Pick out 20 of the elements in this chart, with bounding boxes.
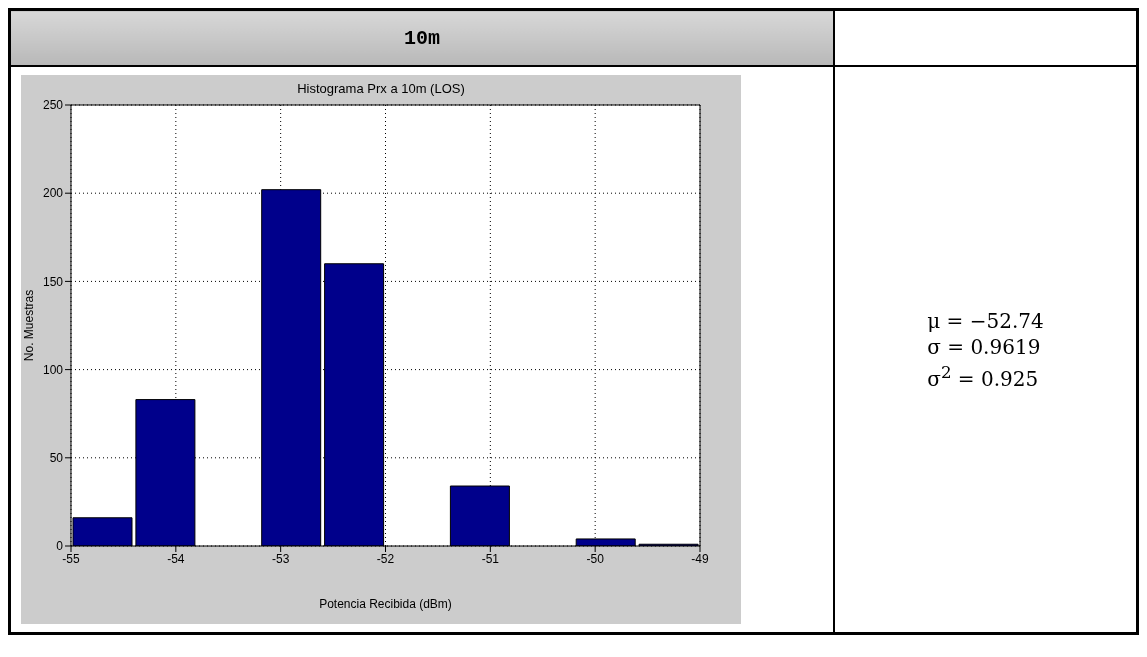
y-axis-title: No. Muestras [22,289,37,362]
x-tick-label: -55 [62,551,80,566]
x-tick-label: -53 [271,551,290,566]
x-tick-label: -54 [167,551,185,566]
x-tick-label: -49 [691,551,709,566]
x-tick-label: -52 [376,551,395,566]
y-tick-label: 150 [42,274,64,289]
y-tick-label: 200 [42,186,64,201]
y-tick-label: 250 [42,98,64,113]
x-tick-label: -50 [586,551,605,566]
y-tick-label: 0 [56,539,64,554]
text: μ = −52.74 [927,307,1044,334]
chart-title: Histograma Prx a 10m (LOS) [296,81,466,96]
y-tick-label: 100 [42,362,64,377]
x-tick-label: -51 [481,551,500,566]
x-axis-title: Potencia Recibida (dBm) [319,597,452,611]
text: σ$^{2}$ = 0.925 [927,361,1040,392]
y-tick-label: 50 [49,451,64,466]
text: 10m [9,9,834,66]
text: σ = 0.9619 [927,333,1042,360]
